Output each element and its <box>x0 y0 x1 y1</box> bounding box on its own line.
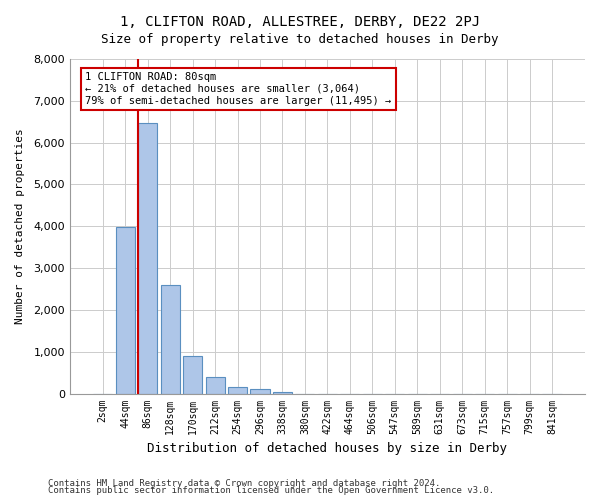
Text: 1 CLIFTON ROAD: 80sqm
← 21% of detached houses are smaller (3,064)
79% of semi-d: 1 CLIFTON ROAD: 80sqm ← 21% of detached … <box>85 72 392 106</box>
Text: 1, CLIFTON ROAD, ALLESTREE, DERBY, DE22 2PJ: 1, CLIFTON ROAD, ALLESTREE, DERBY, DE22 … <box>120 15 480 29</box>
Bar <box>250 390 269 394</box>
Text: Contains HM Land Registry data © Crown copyright and database right 2024.: Contains HM Land Registry data © Crown c… <box>48 478 440 488</box>
Bar <box>161 285 180 394</box>
Bar <box>206 377 224 394</box>
Bar <box>138 122 157 394</box>
Text: Size of property relative to detached houses in Derby: Size of property relative to detached ho… <box>101 32 499 46</box>
Text: Contains public sector information licensed under the Open Government Licence v3: Contains public sector information licen… <box>48 486 494 495</box>
Bar <box>273 392 292 394</box>
X-axis label: Distribution of detached houses by size in Derby: Distribution of detached houses by size … <box>148 442 508 455</box>
Bar <box>116 227 135 394</box>
Y-axis label: Number of detached properties: Number of detached properties <box>15 128 25 324</box>
Bar <box>228 388 247 394</box>
Bar <box>183 356 202 394</box>
